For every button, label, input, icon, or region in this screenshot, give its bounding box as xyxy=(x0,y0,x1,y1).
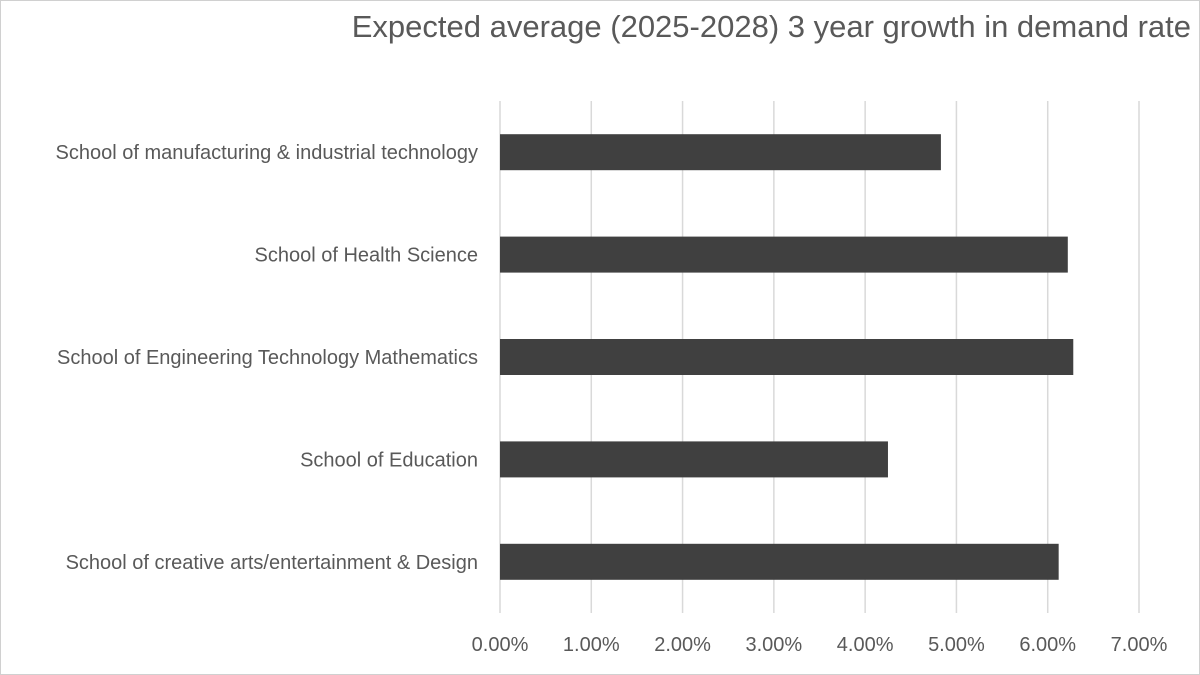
bar xyxy=(500,339,1074,375)
x-tick-label: 7.00% xyxy=(1111,634,1168,656)
bar xyxy=(500,441,888,478)
x-tick-label: 1.00% xyxy=(563,634,620,656)
category-label: School of Education xyxy=(300,449,478,471)
x-tick-label: 0.00% xyxy=(472,634,529,656)
category-label: School of Engineering Technology Mathema… xyxy=(57,347,478,369)
x-tick-label: 3.00% xyxy=(745,634,802,656)
x-tick-labels: 0.00% 1.00% 2.00% 3.00% 4.00% 5.00% 6.00% 7.00% xyxy=(472,634,1168,656)
x-tick-label: 5.00% xyxy=(928,634,985,656)
category-label: School of manufacturing & industrial tec… xyxy=(56,142,478,164)
bar xyxy=(500,543,1059,580)
bars xyxy=(500,134,1074,580)
x-tick-label: 6.00% xyxy=(1019,634,1076,656)
x-tick-label: 2.00% xyxy=(654,634,711,656)
category-label: School of creative arts/entertainment & … xyxy=(66,552,478,574)
chart-title: Expected average (2025-2028) 3 year grow… xyxy=(351,9,1191,44)
bar xyxy=(500,236,1068,273)
x-tick-label: 4.00% xyxy=(837,634,894,656)
category-label: School of Health Science xyxy=(255,245,478,267)
bar xyxy=(500,134,941,171)
category-labels: School of manufacturing & industrial tec… xyxy=(56,142,478,574)
